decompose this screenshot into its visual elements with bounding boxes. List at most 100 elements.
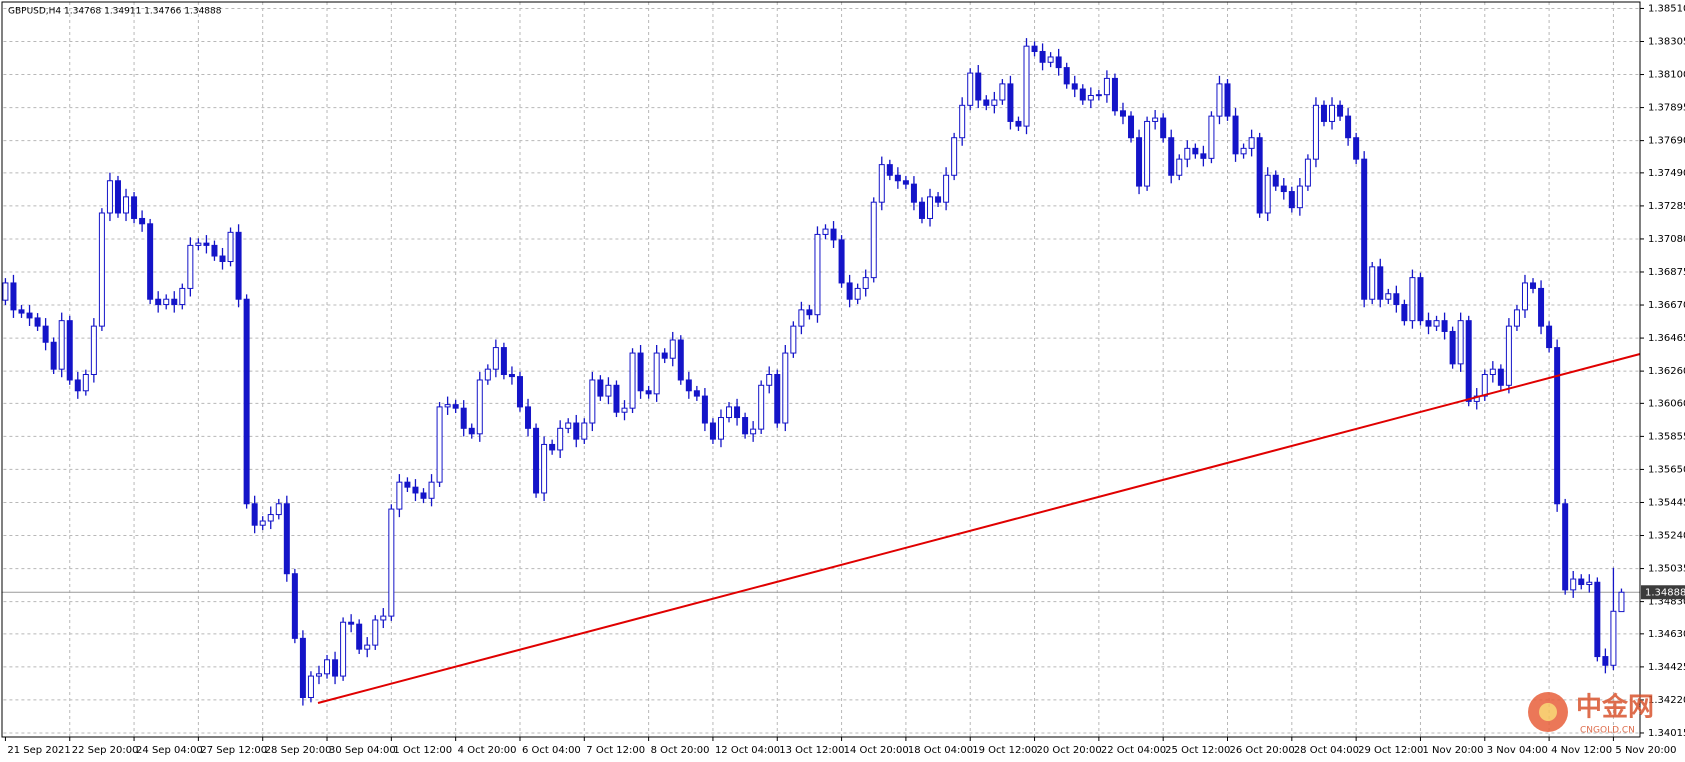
candle-body: [1248, 137, 1255, 149]
candle-body: [476, 379, 483, 435]
x-tick-label: 7 Oct 12:00: [586, 745, 645, 756]
candle-body: [838, 239, 845, 284]
x-tick-label: 12 Oct 04:00: [715, 745, 780, 756]
candle-body: [18, 309, 25, 314]
candle-body: [750, 428, 757, 435]
x-tick-label: 22 Sep 20:00: [72, 745, 139, 756]
candle-body: [1095, 94, 1102, 97]
candle-body: [1393, 293, 1400, 306]
candle-body: [1144, 120, 1151, 187]
y-tick-label: 1.34015: [1648, 728, 1685, 739]
candle-body: [1184, 147, 1191, 160]
candle-body: [98, 212, 105, 327]
candle-body: [1280, 185, 1287, 193]
candle-body: [902, 180, 909, 185]
y-tick-label: 1.35855: [1648, 431, 1685, 442]
candle-body: [774, 373, 781, 424]
candle-body: [1505, 325, 1512, 386]
candle-body: [1513, 309, 1520, 327]
candle-body: [500, 347, 507, 375]
candle-body: [307, 675, 314, 699]
x-tick-label: 24 Sep 04:00: [136, 745, 203, 756]
y-tick-label: 1.36875: [1648, 267, 1685, 278]
x-tick-label: 27 Sep 12:00: [200, 745, 267, 756]
x-tick-label: 3 Nov 04:00: [1487, 745, 1548, 756]
candle-body: [1329, 104, 1336, 122]
candle-body: [243, 298, 250, 505]
x-tick-label: 25 Oct 12:00: [1165, 745, 1230, 756]
candle-body: [1232, 115, 1239, 155]
candle-body: [525, 406, 532, 429]
chart-title: GBPUSD,H4 1.34768 1.34911 1.34766 1.3488…: [8, 7, 222, 17]
candle-body: [1152, 117, 1159, 122]
candle-body: [862, 277, 869, 289]
candle-body: [1530, 282, 1537, 289]
candle-body: [1353, 137, 1360, 160]
candle-body: [1497, 368, 1504, 386]
candle-body: [1425, 320, 1432, 327]
y-tick-label: 1.38510: [1648, 3, 1685, 14]
y-tick-label: 1.34830: [1648, 597, 1685, 608]
candle-body: [187, 244, 194, 289]
candle-body: [82, 373, 89, 392]
candle-body: [10, 282, 17, 311]
candle-body: [621, 407, 628, 413]
y-tick-label: 1.35035: [1648, 564, 1685, 575]
y-tick-label: 1.37490: [1648, 168, 1685, 179]
candle-body: [653, 352, 660, 395]
candle-body: [516, 376, 523, 408]
candle-body: [123, 196, 130, 214]
candle-body: [315, 673, 322, 677]
candle-body: [1176, 158, 1183, 176]
candle-body: [742, 417, 749, 435]
candle-body: [299, 637, 306, 699]
y-tick-label: 1.38100: [1648, 70, 1685, 81]
candle-body: [533, 427, 540, 494]
candle-body: [685, 379, 692, 392]
candle-body: [822, 228, 829, 235]
axis-layer: 1.38510 1.38305 1.38100 1.37895 1.37690 1.374…: [4, 3, 1685, 756]
y-tick-label: 1.34630: [1648, 629, 1685, 640]
x-tick-label: 4 Oct 20:00: [458, 745, 517, 756]
candle-body: [348, 621, 355, 625]
candle-body: [139, 217, 146, 225]
candle-body: [1160, 117, 1167, 139]
x-tick-label: 28 Sep 20:00: [265, 745, 332, 756]
candle-body: [806, 309, 813, 316]
x-tick-label: 29 Oct 12:00: [1358, 745, 1423, 756]
candle-body: [766, 373, 773, 386]
x-tick-label: 14 Oct 20:00: [844, 745, 909, 756]
candle-body: [1433, 320, 1440, 327]
candle-body: [693, 390, 700, 397]
candle-body: [1554, 347, 1561, 505]
candle-layer: [2, 38, 1625, 706]
candle-body: [452, 404, 459, 409]
candle-body: [412, 486, 419, 494]
candle-body: [1240, 147, 1247, 155]
candle-body: [1087, 94, 1094, 101]
candle-body: [468, 427, 475, 435]
candle-body: [629, 352, 636, 409]
watermark: 中金网 CNGOLD.CN: [1528, 692, 1654, 736]
candle-body: [114, 180, 121, 214]
candle-body: [380, 615, 387, 621]
candle-body: [814, 233, 821, 316]
candle-body: [484, 368, 491, 381]
candle-body: [1111, 77, 1118, 112]
x-tick-label: 5 Nov 20:00: [1615, 745, 1676, 756]
candle-body: [1136, 137, 1143, 187]
candle-body: [581, 422, 588, 440]
candle-body: [155, 298, 162, 306]
x-tick-label: 20 Oct 20:00: [1037, 745, 1102, 756]
candle-body: [1119, 110, 1126, 117]
candle-body: [404, 481, 411, 488]
candle-body: [340, 621, 347, 677]
candle-body: [669, 339, 676, 359]
x-tick-label: 13 Oct 12:00: [779, 745, 844, 756]
candle-body: [1481, 373, 1488, 397]
plot-frame: [1, 1, 1641, 738]
watermark-logo-inner: [1539, 703, 1557, 721]
y-tick-label: 1.37080: [1648, 234, 1685, 245]
candle-body: [1312, 104, 1319, 160]
